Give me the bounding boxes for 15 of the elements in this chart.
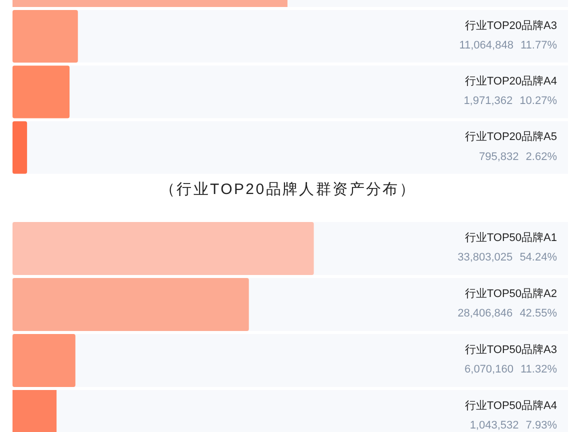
- y-tick-label: 行业TOP50品牌A2: [464, 287, 557, 300]
- text: （行业TOP20品牌人群资产分布）: [160, 180, 416, 198]
- data-label: 1,971,362 10.27%: [464, 95, 558, 108]
- data-label: 6,070,160 11.32%: [464, 364, 558, 376]
- y-tick-label: 行业TOP20品牌A3: [464, 19, 557, 32]
- data-label: 795,832 2.62%: [478, 150, 558, 163]
- data-label: 1,043,532 7.93%: [470, 420, 558, 432]
- y-tick-label: 行业TOP50品牌A1: [464, 231, 557, 244]
- data-label: 28,406,846 42.55%: [458, 308, 558, 320]
- y-tick-label: 行业TOP50品牌A4: [464, 399, 557, 412]
- y-tick-label: 行业TOP20品牌A5: [464, 130, 557, 144]
- data-label: 33,803,025 54.24%: [458, 252, 558, 264]
- y-tick-label: 行业TOP50品牌A3: [464, 343, 557, 356]
- y-tick-label: 行业TOP20品牌A4: [464, 74, 557, 88]
- data-label: 11,064,848 11.77%: [459, 40, 558, 52]
